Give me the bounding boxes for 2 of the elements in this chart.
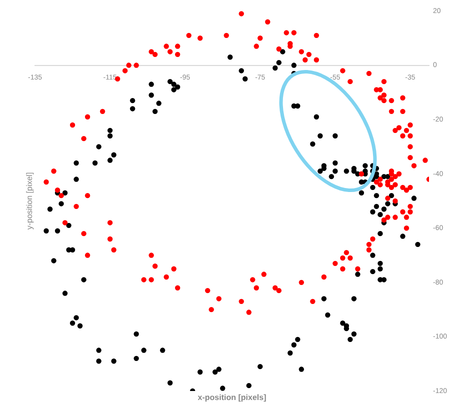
- x-axis-title: x-position [pixels]: [198, 393, 267, 402]
- y-axis-title: y-position [pixel]: [25, 172, 34, 230]
